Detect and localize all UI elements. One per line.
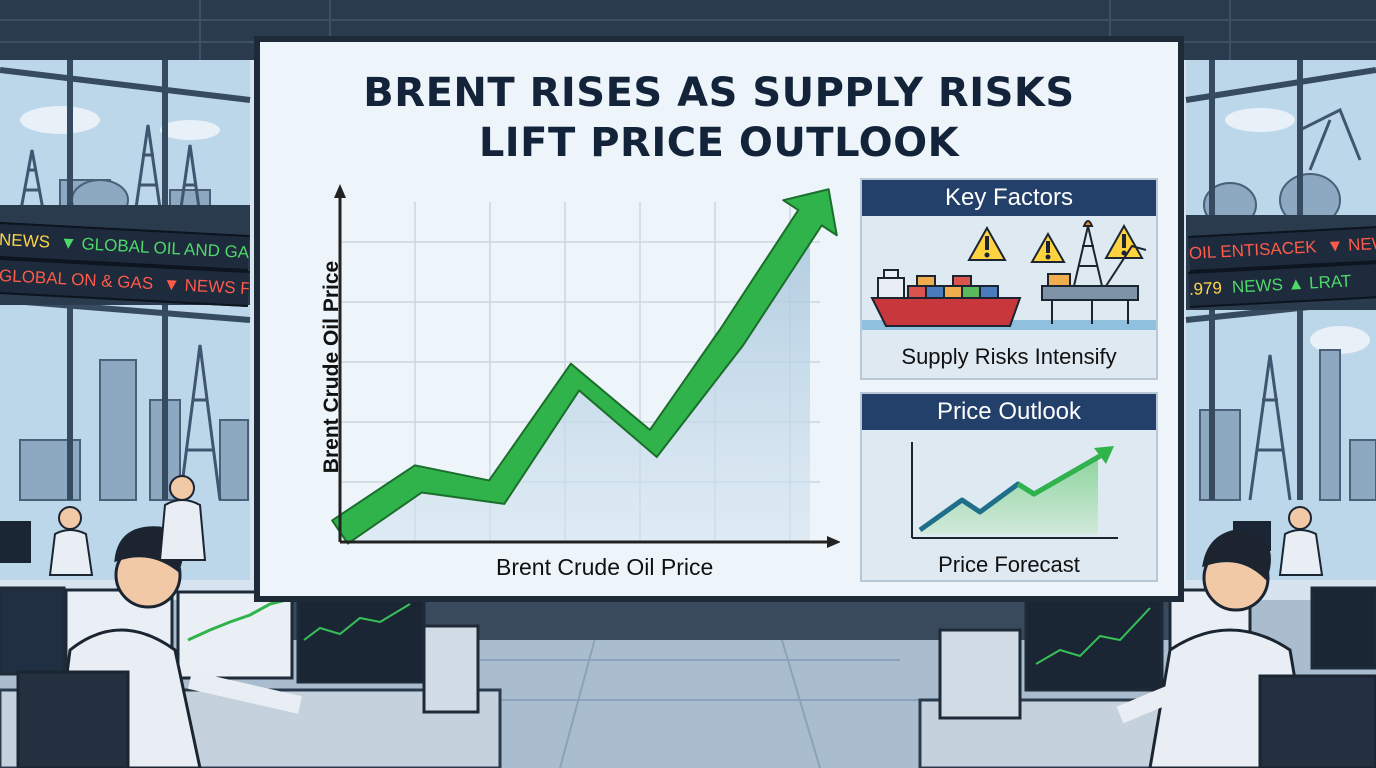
ticker-item: ▼ GLOBAL OIL AND GAS	[59, 233, 250, 263]
warning-icon	[967, 223, 1144, 263]
x-axis-label: Brent Crude Oil Price	[496, 554, 714, 580]
ticker-item: .979	[1188, 278, 1223, 299]
trend-arrow-line	[331, 188, 838, 545]
screen-title: BRENT RISES AS SUPPLY RISKS LIFT PRICE O…	[260, 68, 1178, 168]
ticker-item: GLOBAL ON & GAS	[0, 265, 154, 294]
title-line-2: LIFT PRICE OUTLOOK	[478, 120, 960, 166]
y-axis-label: Brent Crude Oil Price	[320, 260, 343, 474]
price-forecast-mini-chart	[911, 442, 1118, 539]
key-factors-caption: Supply Risks Intensify	[901, 344, 1117, 369]
ticker-item: NEWS ▲ LRAT	[1231, 271, 1352, 297]
title-line-1: BRENT RISES AS SUPPLY RISKS	[363, 70, 1075, 116]
price-outlook-title: Price Outlook	[862, 394, 1156, 430]
ticker-item: ▼ NEWS	[1326, 232, 1376, 256]
cargo-ship-icon	[870, 269, 1022, 327]
chart-axes	[334, 184, 840, 548]
supply-risk-illustration	[862, 220, 1156, 330]
ticker-item: ▼ NEWS FR	[162, 274, 250, 299]
key-factors-title: Key Factors	[862, 180, 1156, 216]
oil-rig-icon	[1041, 220, 1147, 324]
price-outlook-panel: Price Outlook Price Forecast	[860, 392, 1158, 582]
price-outlook-caption: Price Forecast	[938, 552, 1080, 577]
ticker-item: NEWS	[0, 229, 51, 252]
key-factors-panel: Key Factors	[860, 178, 1158, 380]
main-price-chart	[331, 184, 840, 548]
ticker-item: OIL ENTISACEK	[1188, 237, 1318, 263]
